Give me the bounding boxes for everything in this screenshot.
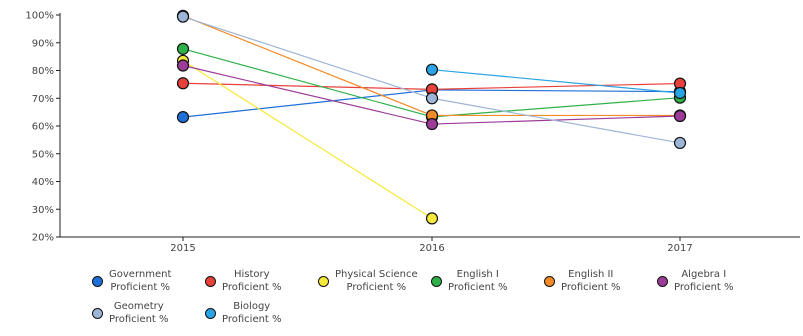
legend-label-government: Government Proficient % [109,269,172,293]
series-line-english-i-proficient [431,97,681,118]
series-lines [182,15,681,219]
series-line-history-proficient [182,82,433,90]
x-tick-label: 2017 [667,243,692,254]
legend-label-algebra-i: Algebra I Proficient % [674,269,734,293]
series-line-history-proficient [431,82,681,90]
series-line-english-ii-proficient [182,15,433,117]
data-point-geometry-proficient [425,92,439,105]
series-line-geometry-proficient [182,16,433,99]
y-tick-label: 30% [32,205,54,216]
series-line-physical-science-proficient [182,60,433,219]
data-point-algebra-i-proficient [425,117,439,131]
legend-label-biology: Biology Proficient % [222,301,282,325]
legend-item-government[interactable]: Government Proficient % [92,266,171,296]
data-point-geometry-proficient [673,136,687,150]
y-tick-label: 80% [32,66,54,77]
y-tick-label: 90% [32,38,54,49]
y-tick-label: 50% [32,149,54,160]
series-line-government-proficient [431,89,681,93]
data-point-physical-science-proficient [425,212,439,225]
legend-item-biology[interactable]: Biology Proficient % [205,298,282,328]
legend-label-english-i: English I Proficient % [448,269,508,293]
legend-label-geometry: Geometry Proficient % [109,301,169,325]
y-tick-label: 70% [32,94,54,105]
legend-item-history[interactable]: History Proficient % [205,266,282,296]
y-tick-label: 40% [32,177,54,188]
legend-marker-history [205,275,216,287]
series-points [176,9,687,225]
legend-marker-physical-science [318,275,329,287]
data-point-geometry-proficient [176,10,190,23]
x-axis-ticks: 2015 2016 2017 [170,237,693,254]
legend-item-english-i[interactable]: English I Proficient % [431,266,508,296]
x-tick-label: 2015 [170,243,195,254]
legend-item-algebra-i[interactable]: Algebra I Proficient % [657,266,734,296]
legend-label-history: History Proficient % [222,269,282,293]
legend-label-physical-science: Physical Science Proficient % [335,269,418,293]
series-line-geometry-proficient [431,97,681,144]
data-point-algebra-i-proficient [673,109,687,123]
legend-item-english-ii[interactable]: English II Proficient % [544,266,621,296]
legend-item-geometry[interactable]: Geometry Proficient % [92,298,169,328]
legend-marker-government [92,275,103,287]
y-tick-label: 60% [32,122,54,133]
series-line-english-i-proficient [182,48,433,118]
legend-marker-algebra-i [657,275,668,287]
x-tick-label: 2016 [419,243,444,254]
legend-marker-english-ii [544,275,555,287]
y-tick-label: 20% [32,233,54,244]
legend-marker-geometry [92,307,103,319]
series-line-government-proficient [182,89,433,118]
data-point-algebra-i-proficient [176,59,190,72]
legend-marker-biology [205,307,216,319]
legend-item-physical-science[interactable]: Physical Science Proficient % [318,266,418,296]
data-point-biology-proficient [673,86,687,100]
series-line-algebra-i-proficient [182,64,433,125]
data-point-government-proficient [176,111,190,124]
data-point-english-i-proficient [176,42,190,55]
legend-label-english-ii: English II Proficient % [561,269,621,293]
data-point-biology-proficient [425,63,439,76]
data-point-history-proficient [176,77,190,90]
y-axis-ticks: 20% 30% 40% 50% 60% 70% 80% 90% 100% [25,11,60,244]
y-tick-label: 100% [25,11,54,22]
legend-marker-english-i [431,275,442,287]
series-line-biology-proficient [431,69,681,94]
